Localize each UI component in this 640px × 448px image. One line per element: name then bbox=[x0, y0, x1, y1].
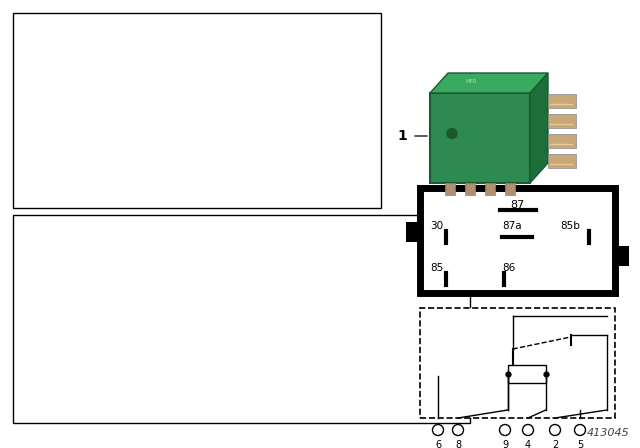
Circle shape bbox=[433, 425, 444, 435]
Text: 85: 85 bbox=[430, 263, 444, 273]
Text: 5: 5 bbox=[577, 440, 583, 448]
Text: 9: 9 bbox=[502, 440, 508, 448]
Circle shape bbox=[499, 425, 511, 435]
Text: 86: 86 bbox=[502, 263, 515, 273]
Polygon shape bbox=[430, 93, 530, 183]
Circle shape bbox=[522, 425, 534, 435]
Bar bbox=[420, 188, 615, 293]
Bar bbox=[548, 114, 576, 128]
Text: 30: 30 bbox=[430, 221, 443, 231]
Bar bbox=[508, 365, 546, 383]
Bar bbox=[548, 154, 576, 168]
Text: 87a: 87a bbox=[502, 221, 522, 231]
Polygon shape bbox=[530, 73, 548, 183]
Text: 2: 2 bbox=[552, 440, 558, 448]
Bar bbox=[548, 94, 576, 108]
Text: 4: 4 bbox=[525, 440, 531, 448]
Bar bbox=[505, 183, 515, 195]
Text: 6: 6 bbox=[435, 440, 441, 448]
Polygon shape bbox=[430, 73, 548, 93]
Circle shape bbox=[452, 425, 463, 435]
Text: 8: 8 bbox=[455, 440, 461, 448]
Bar bbox=[613, 246, 629, 266]
Bar bbox=[420, 308, 615, 418]
Text: 1: 1 bbox=[397, 129, 407, 143]
Bar bbox=[548, 134, 576, 148]
Bar bbox=[465, 183, 475, 195]
Text: 85b: 85b bbox=[561, 221, 580, 231]
Bar bbox=[13, 13, 381, 208]
Circle shape bbox=[575, 425, 586, 435]
Bar bbox=[13, 215, 470, 423]
Circle shape bbox=[447, 129, 457, 138]
Circle shape bbox=[550, 425, 561, 435]
Bar bbox=[445, 183, 455, 195]
Bar bbox=[485, 183, 495, 195]
Text: MFR: MFR bbox=[465, 79, 477, 84]
Bar bbox=[406, 222, 422, 242]
Text: 413045: 413045 bbox=[588, 428, 630, 438]
Text: 87: 87 bbox=[510, 200, 525, 210]
